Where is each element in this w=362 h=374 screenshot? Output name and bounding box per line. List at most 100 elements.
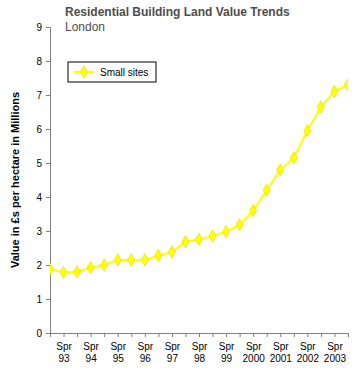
x-tick [240, 333, 241, 337]
y-tick: 5 [36, 158, 50, 169]
x-tick-mark [91, 333, 92, 337]
x-tick: Spr95 [110, 333, 126, 364]
x-tick-mark [118, 333, 119, 337]
x-tick: Spr2001 [270, 333, 293, 364]
y-tick-mark [46, 61, 50, 62]
x-tick-mark [158, 333, 159, 337]
legend: Small sites [68, 62, 156, 82]
y-tick-mark [46, 299, 50, 300]
x-tick-mark [145, 333, 146, 337]
y-axis: 0 1 2 3 4 5 6 7 8 9 [36, 22, 50, 339]
y-axis-title: Value in £s per hectare in Millions [9, 92, 21, 268]
x-tick-label: Spr98 [192, 341, 208, 364]
x-tick-label: Spr2000 [243, 341, 266, 364]
x-tick-mark [64, 333, 65, 337]
series-marker [141, 254, 148, 266]
x-tick: Spr2003 [324, 333, 347, 364]
x-axis-line [51, 334, 349, 338]
x-tick [104, 333, 105, 337]
series-marker [263, 184, 270, 196]
y-tick: 1 [36, 294, 50, 305]
series-marker [182, 236, 189, 248]
series-marker [290, 152, 297, 164]
x-tick: Spr93 [56, 333, 72, 364]
x-tick: Spr94 [83, 333, 99, 364]
series-line [50, 85, 348, 273]
x-tick [267, 333, 268, 337]
x-tick: Spr97 [165, 333, 181, 364]
y-tick-label: 0 [36, 328, 42, 339]
legend-label: Small sites [100, 67, 148, 78]
title: Residential Building Land Value Trends [65, 5, 290, 19]
x-tick-label: Spr97 [165, 341, 181, 364]
series-marker [114, 254, 121, 266]
x-tick-label: Spr96 [138, 341, 154, 364]
y-tick-label: 3 [36, 226, 42, 237]
series-marker [317, 101, 324, 113]
series-group [50, 79, 348, 279]
y-tick: 3 [36, 226, 50, 237]
y-tick-label: 9 [36, 22, 42, 33]
series-marker [101, 259, 108, 271]
series-marker [209, 230, 216, 242]
x-tick-label: Spr2003 [324, 341, 347, 364]
x-tick [294, 333, 295, 337]
y-tick-label: 7 [36, 90, 42, 101]
y-tick-mark [46, 163, 50, 164]
series-marker [222, 225, 229, 237]
x-tick [348, 333, 349, 337]
x-tick: Spr98 [192, 333, 208, 364]
y-tick-mark [46, 27, 50, 28]
legend-box [68, 62, 156, 82]
x-tick-mark [334, 333, 335, 337]
x-tick-mark [50, 333, 51, 337]
x-tick-mark [77, 333, 78, 337]
subtitle: London [65, 20, 105, 34]
series-marker [304, 124, 311, 136]
series-marker [195, 233, 202, 245]
x-tick-mark [226, 333, 227, 337]
series-marker [277, 164, 284, 176]
series-marker [60, 266, 67, 278]
series-marker [50, 263, 54, 275]
x-tick: Spr2002 [297, 333, 320, 364]
y-tick-mark [46, 95, 50, 96]
series-marker [87, 261, 94, 273]
x-tick-mark [280, 333, 281, 337]
x-tick-mark [294, 333, 295, 337]
series-marker [168, 246, 175, 258]
x-tick-label: Spr95 [110, 341, 126, 364]
y-tick-mark [46, 231, 50, 232]
x-tick-mark [199, 333, 200, 337]
x-tick-mark [185, 333, 186, 337]
x-tick-label: Spr2001 [270, 341, 293, 364]
series-marker [155, 249, 162, 261]
x-tick-mark [321, 333, 322, 337]
x-axis: Spr93Spr94Spr95Spr96Spr97Spr98Spr99Spr20… [51, 333, 349, 364]
x-tick-mark [213, 333, 214, 337]
y-tick-mark [46, 129, 50, 130]
series-marker [236, 219, 243, 231]
y-tick-mark [46, 197, 50, 198]
x-tick-mark [131, 333, 132, 337]
x-tick-label: Spr94 [83, 341, 99, 364]
y-tick: 2 [36, 260, 50, 271]
y-tick-label: 2 [36, 260, 42, 271]
y-tick: 6 [36, 124, 50, 135]
x-tick [77, 333, 78, 337]
x-tick-label: Spr93 [56, 341, 72, 364]
x-tick-mark [267, 333, 268, 337]
y-tick: 0 [36, 328, 50, 339]
series-marker [73, 266, 80, 278]
x-tick [131, 333, 132, 337]
x-tick [213, 333, 214, 337]
x-tick: Spr2000 [243, 333, 266, 364]
series-marker [344, 79, 348, 91]
x-tick-mark [253, 333, 254, 337]
series-marker [250, 204, 257, 216]
y-tick-label: 6 [36, 124, 42, 135]
y-tick-label: 1 [36, 294, 42, 305]
y-tick-label: 8 [36, 56, 42, 67]
y-tick-label: 4 [36, 192, 42, 203]
x-tick-mark [307, 333, 308, 337]
